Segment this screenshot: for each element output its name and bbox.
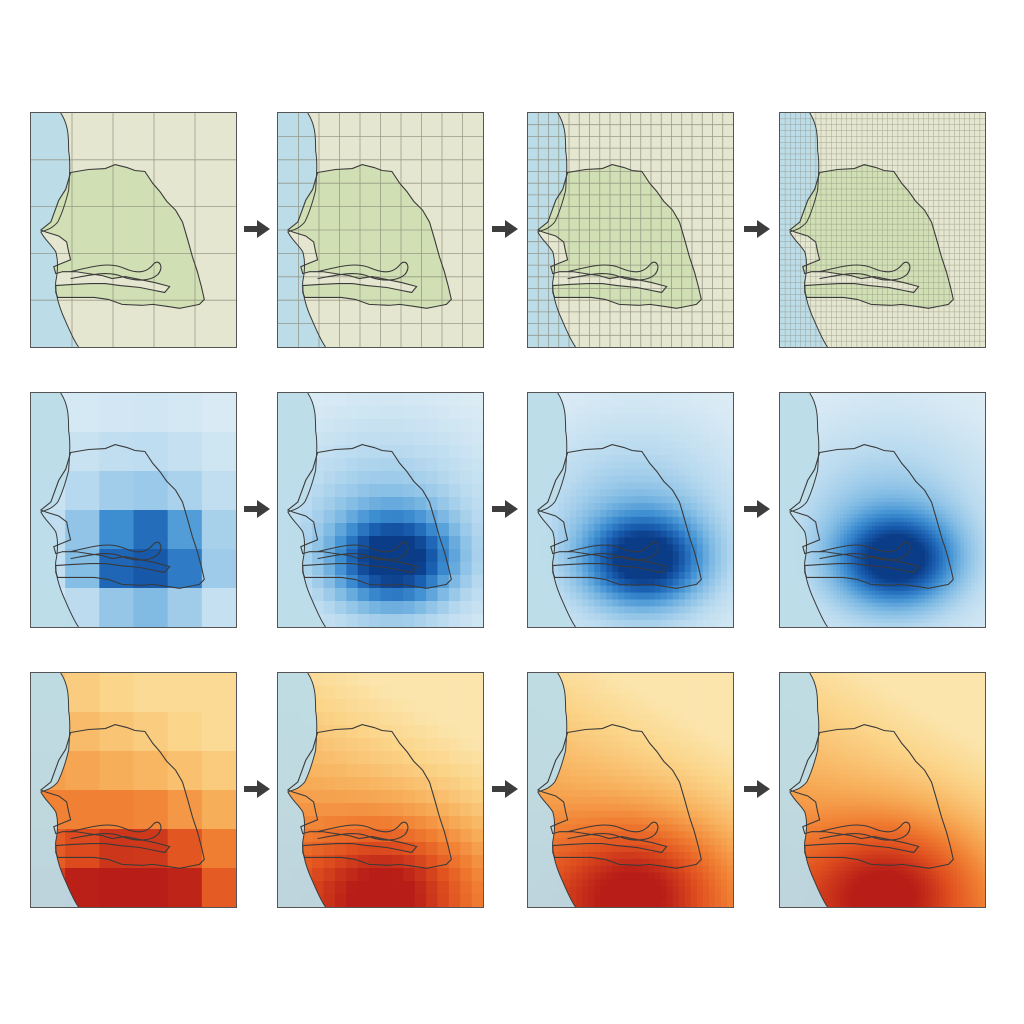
- ocean: [31, 393, 79, 627]
- coastline: [789, 393, 828, 627]
- right-arrow-icon: [744, 500, 770, 518]
- country-border: [536, 443, 702, 589]
- panel-grid-coarse: [30, 112, 237, 348]
- river-outline: [819, 821, 911, 841]
- river-outline: [567, 261, 659, 281]
- river-outline: [819, 261, 911, 281]
- map-svg: [528, 393, 733, 627]
- country-border: [39, 163, 205, 309]
- map-svg: [278, 673, 483, 907]
- map-svg: [31, 393, 236, 627]
- right-arrow-icon: [244, 500, 270, 518]
- ocean: [528, 393, 576, 627]
- coastline: [287, 393, 326, 627]
- right-arrow-icon: [744, 220, 770, 238]
- country-border: [788, 723, 954, 869]
- river-outline: [70, 821, 162, 841]
- panel-red-coarse: [30, 672, 237, 908]
- ocean: [780, 393, 828, 627]
- river-outline: [70, 541, 162, 561]
- river-outline: [317, 261, 409, 281]
- right-arrow-icon: [492, 220, 518, 238]
- panel-grid-fine: [527, 112, 734, 348]
- country-border: [286, 723, 452, 869]
- map-svg: [278, 393, 483, 627]
- coastline: [40, 673, 79, 907]
- grid-lines: [31, 113, 236, 347]
- country-border: [788, 163, 954, 309]
- ocean: [31, 673, 79, 907]
- panel-blue-medium: [277, 392, 484, 628]
- coastline: [537, 113, 576, 347]
- river-outline: [317, 541, 409, 561]
- river-outline: [819, 541, 911, 561]
- river-outline: [567, 821, 659, 841]
- right-arrow-icon: [244, 220, 270, 238]
- panel-blue-fine: [527, 392, 734, 628]
- map-svg: [31, 673, 236, 907]
- river-outline: [70, 261, 162, 281]
- panel-blue-finest: [779, 392, 986, 628]
- coastline: [40, 113, 79, 347]
- grid-lines: [278, 113, 483, 347]
- country-border: [788, 443, 954, 589]
- coastline: [789, 673, 828, 907]
- ocean: [780, 673, 828, 907]
- field-cells: [780, 673, 985, 907]
- right-arrow-icon: [744, 780, 770, 798]
- map-svg: [780, 673, 985, 907]
- map-svg: [31, 113, 236, 347]
- field-cells: [31, 393, 236, 627]
- grid-lines: [780, 113, 985, 347]
- map-svg: [780, 393, 985, 627]
- coastline: [537, 393, 576, 627]
- country-border: [286, 443, 452, 589]
- river-outline: [317, 821, 409, 841]
- coastline: [40, 393, 79, 627]
- coastline: [287, 113, 326, 347]
- map-svg: [278, 113, 483, 347]
- field-cells: [780, 393, 985, 627]
- right-arrow-icon: [492, 780, 518, 798]
- panel-red-fine: [527, 672, 734, 908]
- panel-blue-coarse: [30, 392, 237, 628]
- map-svg: [528, 113, 733, 347]
- right-arrow-icon: [492, 500, 518, 518]
- country-border: [286, 163, 452, 309]
- coastline: [789, 113, 828, 347]
- ocean: [528, 673, 576, 907]
- map-svg: [780, 113, 985, 347]
- panel-red-medium: [277, 672, 484, 908]
- country-border: [39, 723, 205, 869]
- ocean: [278, 673, 326, 907]
- ocean: [278, 393, 326, 627]
- river-outline: [567, 541, 659, 561]
- panel-grid-medium: [277, 112, 484, 348]
- ocean: [278, 113, 326, 347]
- map-svg: [528, 673, 733, 907]
- panel-grid-finest: [779, 112, 986, 348]
- ocean: [31, 113, 79, 347]
- coastline: [537, 673, 576, 907]
- coastline: [287, 673, 326, 907]
- country-border: [536, 163, 702, 309]
- panel-red-finest: [779, 672, 986, 908]
- right-arrow-icon: [244, 780, 270, 798]
- country-border: [536, 723, 702, 869]
- country-border: [39, 443, 205, 589]
